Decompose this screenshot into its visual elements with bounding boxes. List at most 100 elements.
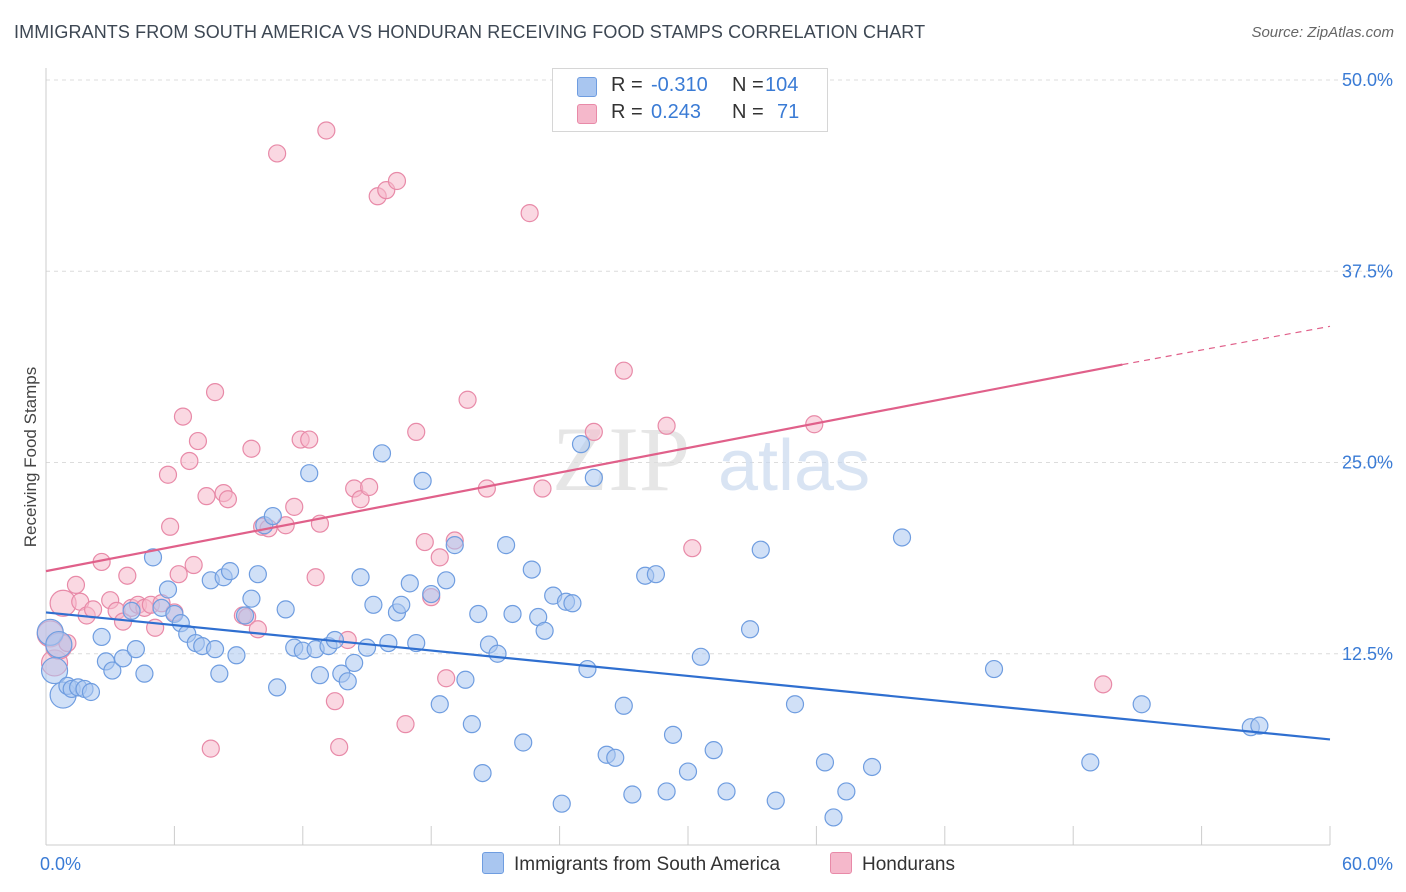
legend-n-value: 71 xyxy=(777,101,800,123)
south-america-point xyxy=(92,627,111,647)
honduran-point xyxy=(437,669,456,688)
south-america-point xyxy=(522,560,541,579)
honduran-point xyxy=(533,479,552,498)
south-america-point xyxy=(276,600,295,619)
south-america-point xyxy=(364,595,383,614)
south-america-point xyxy=(584,468,603,487)
south-america-point xyxy=(413,471,432,490)
honduran-point xyxy=(1094,675,1113,694)
south-america-point xyxy=(663,725,683,744)
legend-r-label: R = xyxy=(611,74,643,96)
correlation-legend: R = -0.310 N = 104 R = 0.243 N = 71 xyxy=(552,68,828,132)
south-america-point xyxy=(862,757,882,777)
honduran-point xyxy=(683,539,702,558)
legend-n-label: N = xyxy=(732,74,764,96)
south-america-point xyxy=(456,670,475,689)
south-america-point xyxy=(210,664,229,683)
south-america-point xyxy=(514,733,533,752)
legend-r-value: 0.243 xyxy=(651,101,702,123)
south-america-point xyxy=(892,528,912,547)
south-america-point xyxy=(338,672,357,691)
south-america-point xyxy=(422,584,441,604)
south-america-point xyxy=(372,444,392,463)
south-america-point xyxy=(614,696,633,715)
honduran-point xyxy=(300,430,319,449)
trend-line-south-america xyxy=(45,611,1331,741)
south-america-point xyxy=(766,791,785,810)
honduran-point xyxy=(325,692,344,711)
south-america-point xyxy=(578,659,597,679)
south-america-point xyxy=(691,647,710,666)
honduran-point xyxy=(242,439,261,458)
trend-line-hondurans xyxy=(45,363,1123,573)
honduran-point xyxy=(218,490,237,509)
south-america-point xyxy=(1250,716,1269,735)
honduran-point xyxy=(520,204,539,223)
x-tick-labels: 0.0% 60.0% xyxy=(40,854,1393,874)
south-america-point xyxy=(473,763,492,783)
south-america-point xyxy=(815,753,835,772)
south-america-point xyxy=(462,715,481,734)
honduran-point xyxy=(169,565,188,584)
watermark-atlas: atlas xyxy=(718,426,870,506)
honduran-point xyxy=(83,600,103,619)
south-america-point xyxy=(1081,753,1100,772)
south-america-point xyxy=(488,644,507,663)
y-tick-label: 25.0% xyxy=(1342,453,1393,473)
honduran-point xyxy=(306,568,325,587)
honduran-point xyxy=(360,477,379,497)
south-america-point xyxy=(552,794,571,813)
south-america-point xyxy=(220,562,240,581)
honduran-point xyxy=(657,416,676,435)
south-america-point xyxy=(122,601,141,621)
south-america-point xyxy=(81,682,101,702)
south-america-point xyxy=(113,649,133,668)
south-america-point xyxy=(268,678,287,697)
honduran-point xyxy=(458,390,477,409)
honduran-point xyxy=(248,620,267,639)
y-tick-label: 50.0% xyxy=(1342,70,1393,90)
south-america-point xyxy=(563,594,582,613)
south-america-point xyxy=(623,785,642,804)
south-america-point xyxy=(248,565,267,584)
honduran-point xyxy=(415,532,434,552)
south-america-point xyxy=(158,580,178,599)
legend-swatch-blue xyxy=(577,77,597,97)
gridlines xyxy=(46,79,1392,655)
bottom-legend-label: Hondurans xyxy=(862,854,955,875)
south-america-point xyxy=(503,604,522,624)
y-tick-label: 37.5% xyxy=(1342,261,1393,281)
south-america-point xyxy=(469,604,488,624)
south-america-point xyxy=(785,695,805,714)
honduran-point xyxy=(584,422,603,441)
south-america-point xyxy=(235,606,255,625)
south-america-point xyxy=(310,666,330,685)
honduran-point xyxy=(317,121,336,140)
bottom-legend-swatch-blue xyxy=(482,852,504,874)
south-america-point xyxy=(646,565,666,584)
x-tick-label: 60.0% xyxy=(1342,854,1393,874)
honduran-point xyxy=(387,171,407,191)
honduran-point xyxy=(285,497,304,516)
bottom-legend-label: Immigrants from South America xyxy=(514,854,781,875)
south-america-point xyxy=(40,656,69,685)
honduran-point xyxy=(201,739,220,758)
south-america-point xyxy=(407,633,426,653)
honduran-point xyxy=(158,465,178,484)
south-america-point xyxy=(205,640,225,659)
south-america-point xyxy=(1132,695,1151,714)
south-america-point xyxy=(392,595,411,614)
honduran-point xyxy=(118,566,137,585)
bottom-legend-south-america: Immigrants from South America xyxy=(482,852,780,876)
south-america-point xyxy=(135,664,154,683)
south-america-point xyxy=(103,661,122,680)
south-america-point xyxy=(143,548,163,567)
trend-lines xyxy=(45,325,1331,741)
legend-n-label: N = xyxy=(732,101,764,123)
legend-n-value: 104 xyxy=(765,74,799,96)
y-tick-labels: 12.5% 25.0% 37.5% 50.0% xyxy=(1342,70,1393,664)
south-america-point xyxy=(351,568,370,587)
legend-swatch-pink xyxy=(577,104,597,124)
south-america-point xyxy=(45,630,73,659)
